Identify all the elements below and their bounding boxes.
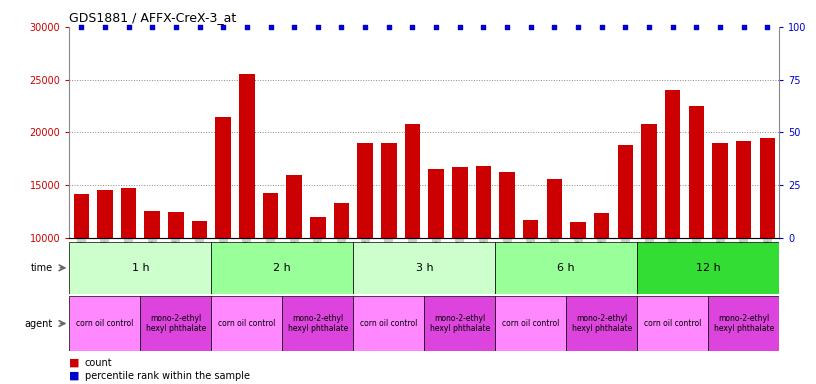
Bar: [381, 143, 397, 344]
Bar: [334, 203, 349, 344]
Bar: [215, 117, 231, 344]
Point: [571, 24, 584, 30]
Point: [122, 24, 135, 30]
Bar: [357, 143, 373, 344]
Bar: [566, 296, 637, 351]
Point: [216, 24, 230, 30]
Point: [264, 24, 277, 30]
Point: [713, 24, 726, 30]
Bar: [140, 296, 211, 351]
Bar: [424, 296, 495, 351]
Bar: [405, 124, 420, 344]
Text: ■: ■: [69, 371, 80, 381]
Text: corn oil control: corn oil control: [502, 319, 560, 328]
Point: [524, 24, 537, 30]
Text: count: count: [85, 358, 113, 368]
Bar: [665, 90, 681, 344]
Point: [477, 24, 490, 30]
Bar: [736, 141, 752, 344]
Bar: [476, 166, 491, 344]
Bar: [69, 296, 140, 351]
Point: [429, 24, 442, 30]
Text: mono-2-ethyl
hexyl phthalate: mono-2-ethyl hexyl phthalate: [288, 314, 348, 333]
Point: [406, 24, 419, 30]
Point: [169, 24, 182, 30]
Bar: [495, 242, 637, 294]
Point: [690, 24, 703, 30]
Bar: [712, 143, 728, 344]
Bar: [689, 106, 704, 344]
Bar: [637, 296, 708, 351]
Text: mono-2-ethyl
hexyl phthalate: mono-2-ethyl hexyl phthalate: [430, 314, 490, 333]
Point: [287, 24, 300, 30]
Bar: [594, 213, 610, 344]
Bar: [523, 220, 539, 344]
Point: [145, 24, 158, 30]
Bar: [211, 242, 353, 294]
Bar: [310, 217, 326, 344]
Text: GDS1881 / AFFX-CreX-3_at: GDS1881 / AFFX-CreX-3_at: [69, 11, 237, 24]
Text: ■: ■: [69, 358, 80, 368]
Bar: [428, 169, 444, 344]
Bar: [760, 138, 775, 344]
Bar: [618, 145, 633, 344]
Bar: [452, 167, 468, 344]
Bar: [121, 189, 136, 344]
Bar: [69, 242, 211, 294]
Bar: [499, 172, 515, 344]
Bar: [168, 212, 184, 344]
Bar: [570, 222, 586, 344]
Text: corn oil control: corn oil control: [360, 319, 418, 328]
Bar: [144, 210, 160, 344]
Point: [382, 24, 395, 30]
Bar: [97, 190, 113, 344]
Point: [98, 24, 111, 30]
Text: mono-2-ethyl
hexyl phthalate: mono-2-ethyl hexyl phthalate: [146, 314, 206, 333]
Text: agent: agent: [24, 318, 53, 329]
Text: 1 h: 1 h: [131, 263, 149, 273]
Bar: [282, 296, 353, 351]
Point: [193, 24, 206, 30]
Point: [761, 24, 774, 30]
Bar: [192, 221, 207, 344]
Bar: [637, 242, 779, 294]
Point: [619, 24, 632, 30]
Point: [642, 24, 655, 30]
Point: [666, 24, 679, 30]
Text: mono-2-ethyl
hexyl phthalate: mono-2-ethyl hexyl phthalate: [572, 314, 632, 333]
Point: [335, 24, 348, 30]
Text: time: time: [31, 263, 53, 273]
Text: corn oil control: corn oil control: [76, 319, 134, 328]
Bar: [73, 194, 89, 344]
Bar: [239, 74, 255, 344]
Point: [548, 24, 561, 30]
Text: 6 h: 6 h: [557, 263, 575, 273]
Bar: [495, 296, 566, 351]
Point: [75, 24, 87, 30]
Bar: [286, 175, 302, 344]
Text: corn oil control: corn oil control: [644, 319, 702, 328]
Bar: [547, 179, 562, 344]
Point: [595, 24, 608, 30]
Text: corn oil control: corn oil control: [218, 319, 276, 328]
Text: mono-2-ethyl
hexyl phthalate: mono-2-ethyl hexyl phthalate: [714, 314, 774, 333]
Bar: [353, 296, 424, 351]
Point: [453, 24, 466, 30]
Point: [500, 24, 513, 30]
Text: percentile rank within the sample: percentile rank within the sample: [85, 371, 250, 381]
Point: [240, 24, 253, 30]
Bar: [708, 296, 779, 351]
Text: 12 h: 12 h: [696, 263, 721, 273]
Bar: [263, 193, 278, 344]
Point: [311, 24, 324, 30]
Point: [737, 24, 750, 30]
Point: [358, 24, 371, 30]
Text: 3 h: 3 h: [415, 263, 433, 273]
Text: 2 h: 2 h: [273, 263, 291, 273]
Bar: [641, 124, 657, 344]
Bar: [211, 296, 282, 351]
Bar: [353, 242, 495, 294]
